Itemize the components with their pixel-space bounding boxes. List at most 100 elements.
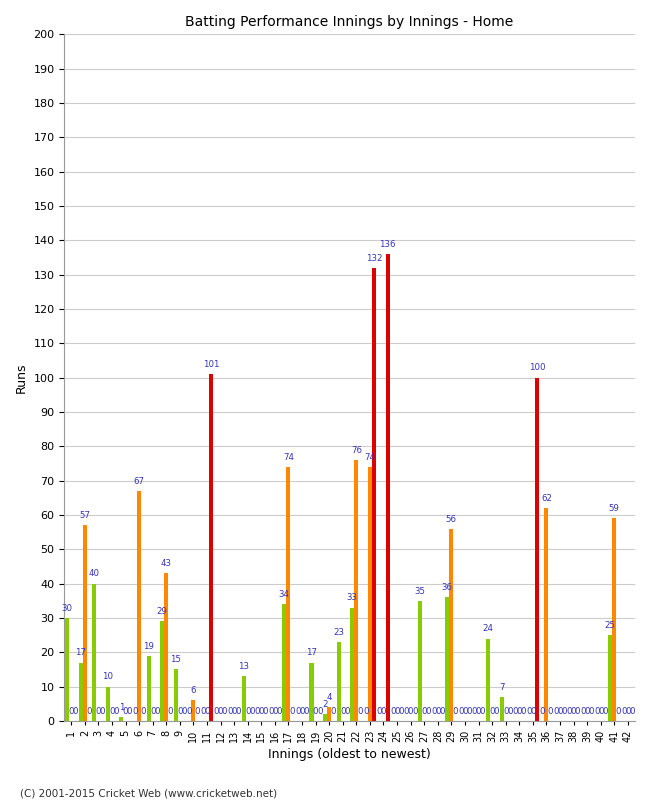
Text: 35: 35 bbox=[415, 586, 426, 596]
Text: 0: 0 bbox=[458, 706, 463, 716]
Text: 0: 0 bbox=[150, 706, 155, 716]
Text: 0: 0 bbox=[517, 706, 522, 716]
Text: 1: 1 bbox=[119, 703, 124, 712]
Text: 56: 56 bbox=[446, 514, 457, 523]
Text: 0: 0 bbox=[598, 706, 603, 716]
Text: 0: 0 bbox=[313, 706, 318, 716]
Text: 29: 29 bbox=[157, 607, 168, 616]
Text: 0: 0 bbox=[480, 706, 486, 716]
Text: 0: 0 bbox=[472, 706, 477, 716]
Bar bbox=[282, 604, 287, 721]
Text: 0: 0 bbox=[227, 706, 233, 716]
Text: 0: 0 bbox=[344, 706, 350, 716]
Text: 0: 0 bbox=[629, 706, 634, 716]
Text: 34: 34 bbox=[279, 590, 290, 599]
Bar bbox=[191, 700, 196, 721]
Text: 0: 0 bbox=[548, 706, 553, 716]
Text: 0: 0 bbox=[99, 706, 105, 716]
Bar bbox=[209, 374, 213, 721]
Bar bbox=[65, 618, 69, 721]
Text: 24: 24 bbox=[482, 624, 493, 634]
Text: 0: 0 bbox=[588, 706, 594, 716]
Text: 0: 0 bbox=[621, 706, 627, 716]
Text: 0: 0 bbox=[395, 706, 400, 716]
Text: 0: 0 bbox=[530, 706, 536, 716]
Text: 0: 0 bbox=[86, 706, 92, 716]
Text: 19: 19 bbox=[143, 642, 154, 650]
Text: 0: 0 bbox=[584, 706, 590, 716]
Text: 0: 0 bbox=[381, 706, 386, 716]
Bar bbox=[174, 670, 177, 721]
Text: 57: 57 bbox=[79, 511, 90, 520]
Text: 0: 0 bbox=[363, 706, 369, 716]
Text: 0: 0 bbox=[562, 706, 567, 716]
Bar bbox=[486, 638, 490, 721]
Text: 0: 0 bbox=[567, 706, 572, 716]
Bar bbox=[92, 584, 96, 721]
Text: 0: 0 bbox=[398, 706, 404, 716]
Text: 0: 0 bbox=[290, 706, 295, 716]
Bar bbox=[120, 718, 124, 721]
Text: 0: 0 bbox=[154, 706, 159, 716]
Text: 0: 0 bbox=[73, 706, 78, 716]
Text: 0: 0 bbox=[276, 706, 281, 716]
Text: 10: 10 bbox=[102, 673, 113, 682]
Text: 0: 0 bbox=[204, 706, 210, 716]
Text: 0: 0 bbox=[435, 706, 441, 716]
Bar bbox=[544, 508, 549, 721]
Text: 59: 59 bbox=[609, 504, 619, 514]
Text: 0: 0 bbox=[521, 706, 526, 716]
Text: 13: 13 bbox=[238, 662, 249, 671]
Bar bbox=[612, 518, 616, 721]
Text: 0: 0 bbox=[96, 706, 101, 716]
Text: 62: 62 bbox=[541, 494, 552, 503]
Text: 0: 0 bbox=[113, 706, 119, 716]
Text: 0: 0 bbox=[489, 706, 495, 716]
Text: 0: 0 bbox=[109, 706, 114, 716]
Text: 0: 0 bbox=[259, 706, 264, 716]
Bar bbox=[350, 608, 354, 721]
Text: 7: 7 bbox=[499, 682, 504, 692]
Text: 0: 0 bbox=[231, 706, 237, 716]
Text: 17: 17 bbox=[306, 649, 317, 658]
Text: (C) 2001-2015 Cricket Web (www.cricketweb.net): (C) 2001-2015 Cricket Web (www.cricketwe… bbox=[20, 788, 277, 798]
Bar bbox=[535, 378, 539, 721]
Bar bbox=[323, 714, 327, 721]
Text: 74: 74 bbox=[365, 453, 376, 462]
Bar bbox=[146, 656, 151, 721]
Text: 0: 0 bbox=[376, 706, 382, 716]
Text: 0: 0 bbox=[168, 706, 173, 716]
Text: 0: 0 bbox=[200, 706, 205, 716]
Text: 0: 0 bbox=[304, 706, 309, 716]
Bar bbox=[385, 254, 389, 721]
Text: 100: 100 bbox=[528, 363, 545, 373]
Bar bbox=[500, 697, 504, 721]
Text: 0: 0 bbox=[330, 706, 336, 716]
Text: 0: 0 bbox=[557, 706, 563, 716]
Text: 0: 0 bbox=[526, 706, 532, 716]
Bar bbox=[137, 491, 141, 721]
Text: 40: 40 bbox=[89, 570, 99, 578]
Text: 0: 0 bbox=[358, 706, 363, 716]
Text: 0: 0 bbox=[602, 706, 608, 716]
Text: 0: 0 bbox=[553, 706, 558, 716]
Text: 0: 0 bbox=[580, 706, 586, 716]
Text: 0: 0 bbox=[507, 706, 512, 716]
Text: 0: 0 bbox=[512, 706, 518, 716]
Bar bbox=[337, 642, 341, 721]
Text: 0: 0 bbox=[222, 706, 227, 716]
Text: 0: 0 bbox=[299, 706, 305, 716]
Bar bbox=[372, 268, 376, 721]
Text: 0: 0 bbox=[540, 706, 545, 716]
Bar bbox=[327, 707, 332, 721]
Text: 0: 0 bbox=[340, 706, 346, 716]
Text: 0: 0 bbox=[68, 706, 74, 716]
Text: 0: 0 bbox=[245, 706, 250, 716]
Text: 0: 0 bbox=[317, 706, 322, 716]
Text: 0: 0 bbox=[263, 706, 268, 716]
Text: 76: 76 bbox=[351, 446, 362, 455]
Text: 132: 132 bbox=[366, 254, 382, 262]
Bar bbox=[79, 662, 83, 721]
Text: 4: 4 bbox=[326, 693, 332, 702]
Bar bbox=[449, 529, 454, 721]
